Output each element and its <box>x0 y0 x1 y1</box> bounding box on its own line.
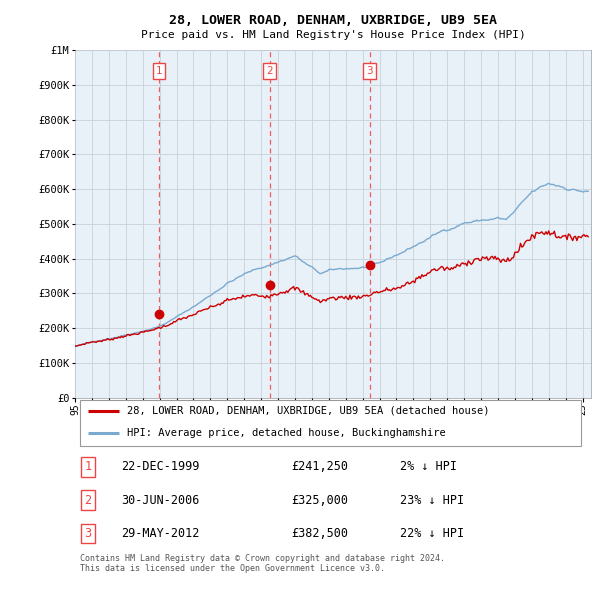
Text: 22-DEC-1999: 22-DEC-1999 <box>121 460 200 473</box>
Text: 1: 1 <box>85 460 91 473</box>
Text: 3: 3 <box>85 527 91 540</box>
Text: 3: 3 <box>367 66 373 76</box>
Text: £325,000: £325,000 <box>292 494 349 507</box>
Text: 28, LOWER ROAD, DENHAM, UXBRIDGE, UB9 5EA (detached house): 28, LOWER ROAD, DENHAM, UXBRIDGE, UB9 5E… <box>127 406 489 416</box>
Text: Price paid vs. HM Land Registry's House Price Index (HPI): Price paid vs. HM Land Registry's House … <box>140 31 526 40</box>
FancyBboxPatch shape <box>80 400 581 446</box>
Text: 22% ↓ HPI: 22% ↓ HPI <box>400 527 464 540</box>
Text: 2: 2 <box>266 66 273 76</box>
Text: 2% ↓ HPI: 2% ↓ HPI <box>400 460 457 473</box>
Text: 23% ↓ HPI: 23% ↓ HPI <box>400 494 464 507</box>
Text: 1: 1 <box>156 66 163 76</box>
Text: HPI: Average price, detached house, Buckinghamshire: HPI: Average price, detached house, Buck… <box>127 428 445 438</box>
Text: Contains HM Land Registry data © Crown copyright and database right 2024.
This d: Contains HM Land Registry data © Crown c… <box>80 554 445 573</box>
Text: 2: 2 <box>85 494 91 507</box>
Text: 30-JUN-2006: 30-JUN-2006 <box>121 494 200 507</box>
Text: £241,250: £241,250 <box>292 460 349 473</box>
Text: 29-MAY-2012: 29-MAY-2012 <box>121 527 200 540</box>
Text: £382,500: £382,500 <box>292 527 349 540</box>
Text: 28, LOWER ROAD, DENHAM, UXBRIDGE, UB9 5EA: 28, LOWER ROAD, DENHAM, UXBRIDGE, UB9 5E… <box>169 14 497 27</box>
